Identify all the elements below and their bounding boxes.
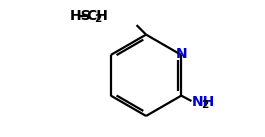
Text: 2: 2: [201, 100, 209, 110]
Text: HS: HS: [70, 9, 92, 23]
Text: CH: CH: [86, 9, 108, 23]
Text: 2: 2: [95, 14, 102, 24]
Text: NH: NH: [192, 95, 215, 109]
Text: N: N: [176, 47, 188, 61]
